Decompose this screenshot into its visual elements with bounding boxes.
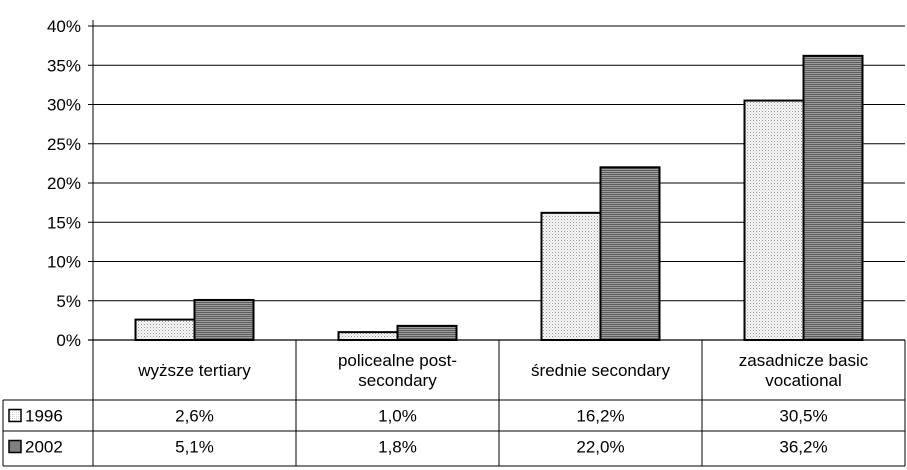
data-label: 1,0%: [378, 407, 417, 426]
y-tick-label: 10%: [47, 253, 81, 272]
axes: [88, 20, 905, 341]
bar: [802, 54, 864, 342]
category-label: wyższe tertiary: [137, 361, 251, 380]
y-tick-label: 25%: [47, 135, 81, 154]
bar: [337, 331, 399, 341]
data-label: 22,0%: [576, 438, 624, 457]
y-tick-label: 20%: [47, 174, 81, 193]
bar: [599, 166, 661, 341]
legend-swatch: [8, 439, 22, 454]
data-label: 30,5%: [779, 407, 827, 426]
legend-label: 1996: [25, 407, 63, 426]
data-label: 5,1%: [175, 438, 214, 457]
data-label: 16,2%: [576, 407, 624, 426]
data-label: 36,2%: [779, 438, 827, 457]
bar: [193, 298, 255, 341]
y-axis: 0% 5% 10% 15% 20% 25% 30% 35% 40%: [47, 17, 93, 350]
data-label: 2,6%: [175, 407, 214, 426]
category-label: secondary: [358, 371, 437, 390]
y-tick-label: 0%: [56, 331, 81, 350]
data-label: 1,8%: [378, 438, 417, 457]
bar: [134, 318, 196, 341]
data-table: wyższe tertiary policealne post-secondary…: [2, 340, 906, 467]
y-tick-label: 40%: [47, 17, 81, 36]
bar: [540, 211, 602, 341]
y-tick-label: 5%: [56, 292, 81, 311]
y-tick-label: 35%: [47, 56, 81, 75]
category-label: policealne post-: [338, 351, 457, 370]
bar: [396, 324, 458, 341]
legend-swatch: [8, 408, 22, 423]
legend-label: 2002: [25, 438, 63, 457]
bars: [134, 54, 864, 342]
category-label: średnie secondary: [531, 361, 670, 380]
bar: [743, 99, 805, 341]
y-tick-label: 30%: [47, 96, 81, 115]
category-label: zasadnicze basic: [739, 351, 869, 370]
category-label: vocational: [765, 371, 842, 390]
gridlines: [93, 25, 905, 302]
y-tick-label: 15%: [47, 213, 81, 232]
